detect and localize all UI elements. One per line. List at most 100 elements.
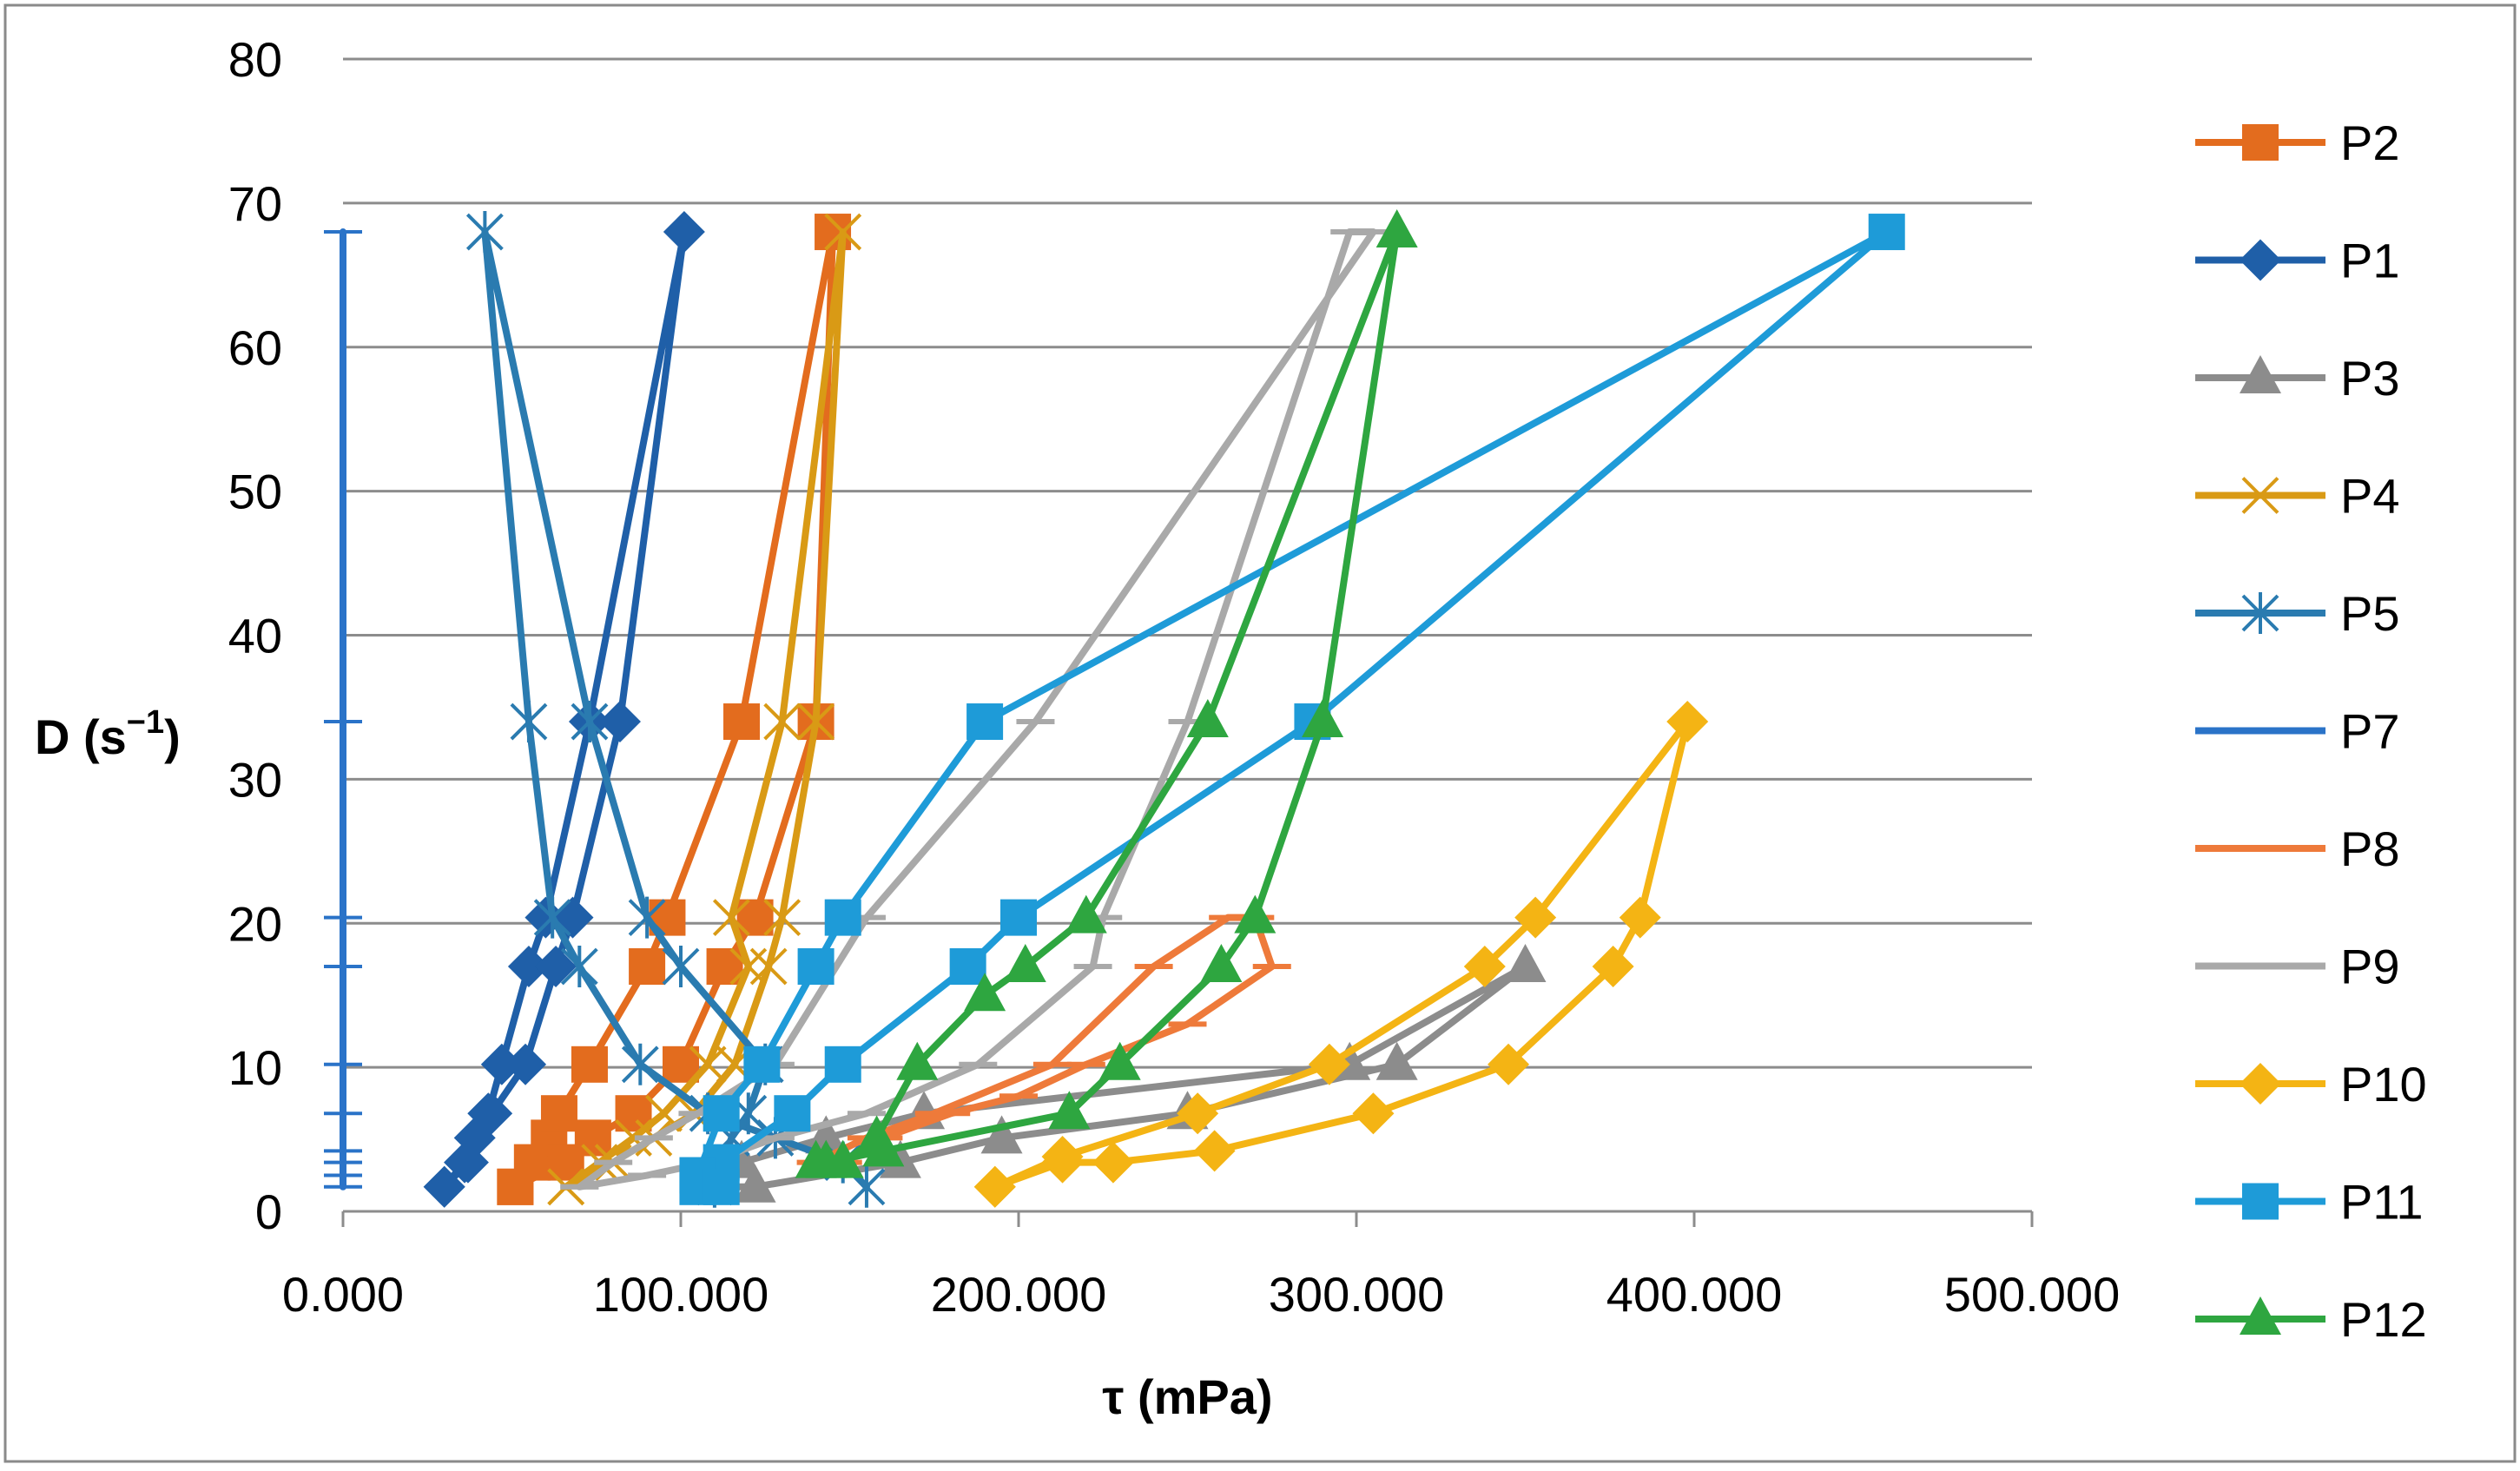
data-point-p5 <box>560 946 598 988</box>
data-point-p10 <box>1092 1141 1134 1184</box>
legend-label: P2 <box>2340 115 2400 170</box>
legend-label: P3 <box>2340 351 2400 406</box>
legend-label: P9 <box>2340 940 2400 994</box>
data-point-p12 <box>1200 944 1243 983</box>
legend-item-p11: P11 <box>2195 1175 2423 1230</box>
legend-swatch-marker <box>2242 124 2279 161</box>
y-tick-label: 50 <box>228 465 282 519</box>
data-point-p1 <box>471 1092 513 1135</box>
legend-swatch-marker <box>2240 1296 2281 1335</box>
data-point-p11 <box>774 1095 811 1132</box>
data-point-p11 <box>703 1095 740 1132</box>
data-point-p10 <box>1352 1092 1395 1135</box>
series-p5 <box>465 211 886 1208</box>
data-point-p11 <box>797 948 835 986</box>
y-axis-title-superscript: −1 <box>127 704 164 741</box>
data-point-p11 <box>824 899 861 936</box>
data-point-p12 <box>1004 944 1046 983</box>
legend-swatch-marker <box>2241 592 2279 634</box>
legend-item-p5: P5 <box>2195 586 2400 641</box>
data-point-p4 <box>689 1046 727 1084</box>
data-point-p5 <box>628 896 666 939</box>
series-p12 <box>795 209 1418 1178</box>
legend-item-p10: P10 <box>2195 1057 2427 1111</box>
data-point-p12 <box>1375 209 1418 248</box>
series-p2 <box>497 214 852 1205</box>
data-point-p10 <box>1592 946 1634 988</box>
y-axis-title: D (s−1) <box>35 704 181 764</box>
data-point-p11 <box>1868 214 1905 251</box>
data-point-p5 <box>571 701 609 743</box>
y-tick-label: 20 <box>228 896 282 951</box>
data-point-p4 <box>749 947 788 986</box>
data-point-p2 <box>723 703 761 741</box>
data-point-p11 <box>949 948 986 986</box>
y-tick-label: 40 <box>228 609 282 663</box>
data-point-p12 <box>964 973 1006 1012</box>
legend-label: P10 <box>2340 1057 2427 1111</box>
data-point-p11 <box>824 1046 861 1083</box>
series-layer <box>324 209 1905 1208</box>
data-point-p2 <box>629 948 666 986</box>
legend-item-p8: P8 <box>2195 821 2400 876</box>
data-point-p2 <box>571 1046 608 1083</box>
data-point-p12 <box>1065 894 1107 933</box>
data-point-p2 <box>497 1168 534 1205</box>
data-point-p1 <box>423 1165 465 1208</box>
legend-item-p3: P3 <box>2195 351 2400 406</box>
legend-label: P5 <box>2340 586 2400 641</box>
series-line-p8 <box>812 914 1276 1166</box>
data-point-p4 <box>615 1118 652 1157</box>
data-point-p3 <box>879 1139 921 1178</box>
y-tick-label: 60 <box>228 320 282 375</box>
data-point-p10 <box>1488 1043 1530 1085</box>
legend-item-p9: P9 <box>2195 940 2400 994</box>
legend: P2 P1 P3 P4 P5 P7 P8 P9 P10 P11 P12 <box>2195 115 2427 1347</box>
x-tick-label: 300.000 <box>1269 1267 1444 1322</box>
data-point-p11 <box>703 1168 740 1205</box>
series-p10 <box>973 701 1709 1208</box>
data-point-p3 <box>1375 1041 1418 1080</box>
data-point-p1 <box>598 701 641 743</box>
legend-label: P8 <box>2340 821 2400 876</box>
x-axis-title: τ (mPa) <box>1102 1369 1272 1424</box>
y-axis-title-main: D (s <box>35 709 127 764</box>
x-tick-label: 400.000 <box>1606 1267 1782 1322</box>
data-point-p1 <box>507 946 550 988</box>
y-tick-label: 30 <box>228 752 282 807</box>
data-point-p10 <box>1177 1092 1219 1135</box>
legend-item-p1: P1 <box>2195 234 2400 288</box>
data-point-p5 <box>621 1043 659 1085</box>
data-point-p4 <box>712 899 750 937</box>
data-point-p3 <box>980 1115 1023 1154</box>
legend-item-p12: P12 <box>2195 1292 2427 1347</box>
data-point-p10 <box>973 1165 1016 1208</box>
data-point-p4 <box>797 703 835 741</box>
data-point-p10 <box>1041 1135 1084 1177</box>
x-tick-label: 200.000 <box>931 1267 1106 1322</box>
x-tick-label: 100.000 <box>593 1267 769 1322</box>
legend-label: P12 <box>2340 1292 2427 1347</box>
data-point-p5 <box>533 896 571 939</box>
data-point-p12 <box>1186 699 1229 738</box>
legend-label: P1 <box>2340 234 2400 288</box>
data-point-p4 <box>824 213 862 251</box>
data-point-p12 <box>1302 699 1344 738</box>
series-line-p12 <box>812 228 1401 1166</box>
data-point-p1 <box>480 1043 523 1085</box>
y-tick-label: 70 <box>228 176 282 231</box>
legend-swatch-marker <box>2242 1183 2279 1220</box>
data-point-p4 <box>763 703 802 741</box>
series-p7 <box>324 228 362 1191</box>
data-point-p11 <box>743 1046 781 1083</box>
data-point-p1 <box>446 1141 489 1184</box>
legend-item-p4: P4 <box>2195 469 2400 524</box>
data-point-p1 <box>535 946 577 988</box>
y-tick-label: 80 <box>228 32 282 87</box>
data-point-p12 <box>1098 1041 1141 1080</box>
data-point-p5 <box>662 946 700 988</box>
legend-swatch-marker <box>2240 1063 2281 1105</box>
data-point-p10 <box>1193 1130 1236 1172</box>
data-point-p10 <box>1666 701 1709 743</box>
